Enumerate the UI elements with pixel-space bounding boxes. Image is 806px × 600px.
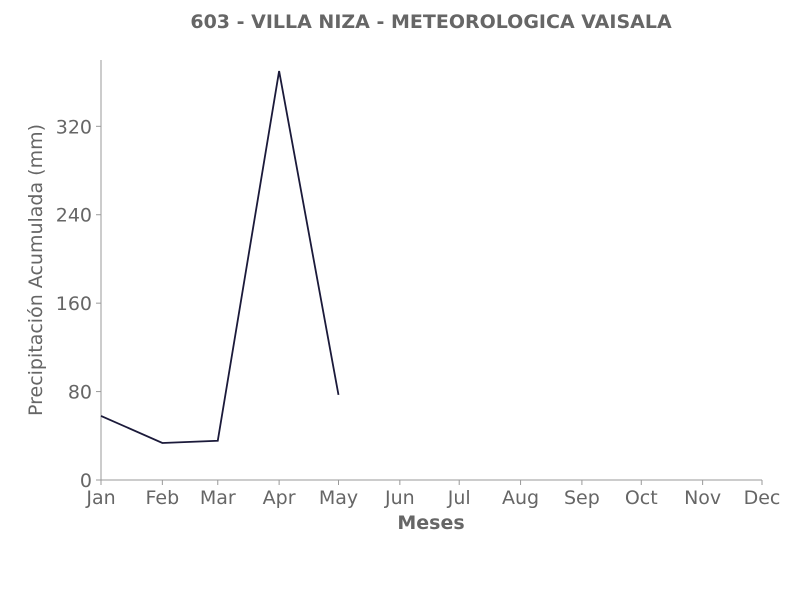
x-tick-label-nov: Nov	[684, 487, 721, 509]
x-tick-label-jan: Jan	[85, 487, 115, 509]
y-tick-label: 0	[80, 470, 92, 492]
x-tick-label-oct: Oct	[625, 487, 658, 509]
x-axis-label: Meses	[397, 512, 464, 534]
chart-title: 603 - VILLA NIZA - METEOROLOGICA VAISALA	[190, 11, 672, 33]
y-tick-label: 240	[56, 205, 92, 227]
precipitation-series-line	[100, 70, 340, 444]
x-tick-label-may: May	[319, 487, 358, 509]
x-tick-label-jul: Jul	[447, 487, 471, 509]
y-axis-label: Precipitación Acumulada (mm)	[25, 124, 47, 416]
y-axis-ticks: 0 80 160 240 320	[56, 116, 101, 492]
x-tick-label-aug: Aug	[502, 487, 539, 509]
x-axis-ticks: Jan Feb Mar Apr May Jun Jul Aug Sep Oct Nov Dec	[85, 480, 780, 509]
x-tick-label-jun: Jun	[384, 487, 415, 509]
x-tick-label-mar: Mar	[200, 487, 236, 509]
x-tick-label-dec: Dec	[744, 487, 781, 509]
y-tick-label: 80	[68, 382, 92, 404]
series-group	[100, 70, 340, 444]
x-tick-label-apr: Apr	[263, 487, 296, 509]
y-tick-label: 320	[56, 116, 92, 138]
x-tick-label-feb: Feb	[146, 487, 180, 509]
y-tick-label: 160	[56, 293, 92, 315]
x-tick-label-sep: Sep	[564, 487, 600, 509]
